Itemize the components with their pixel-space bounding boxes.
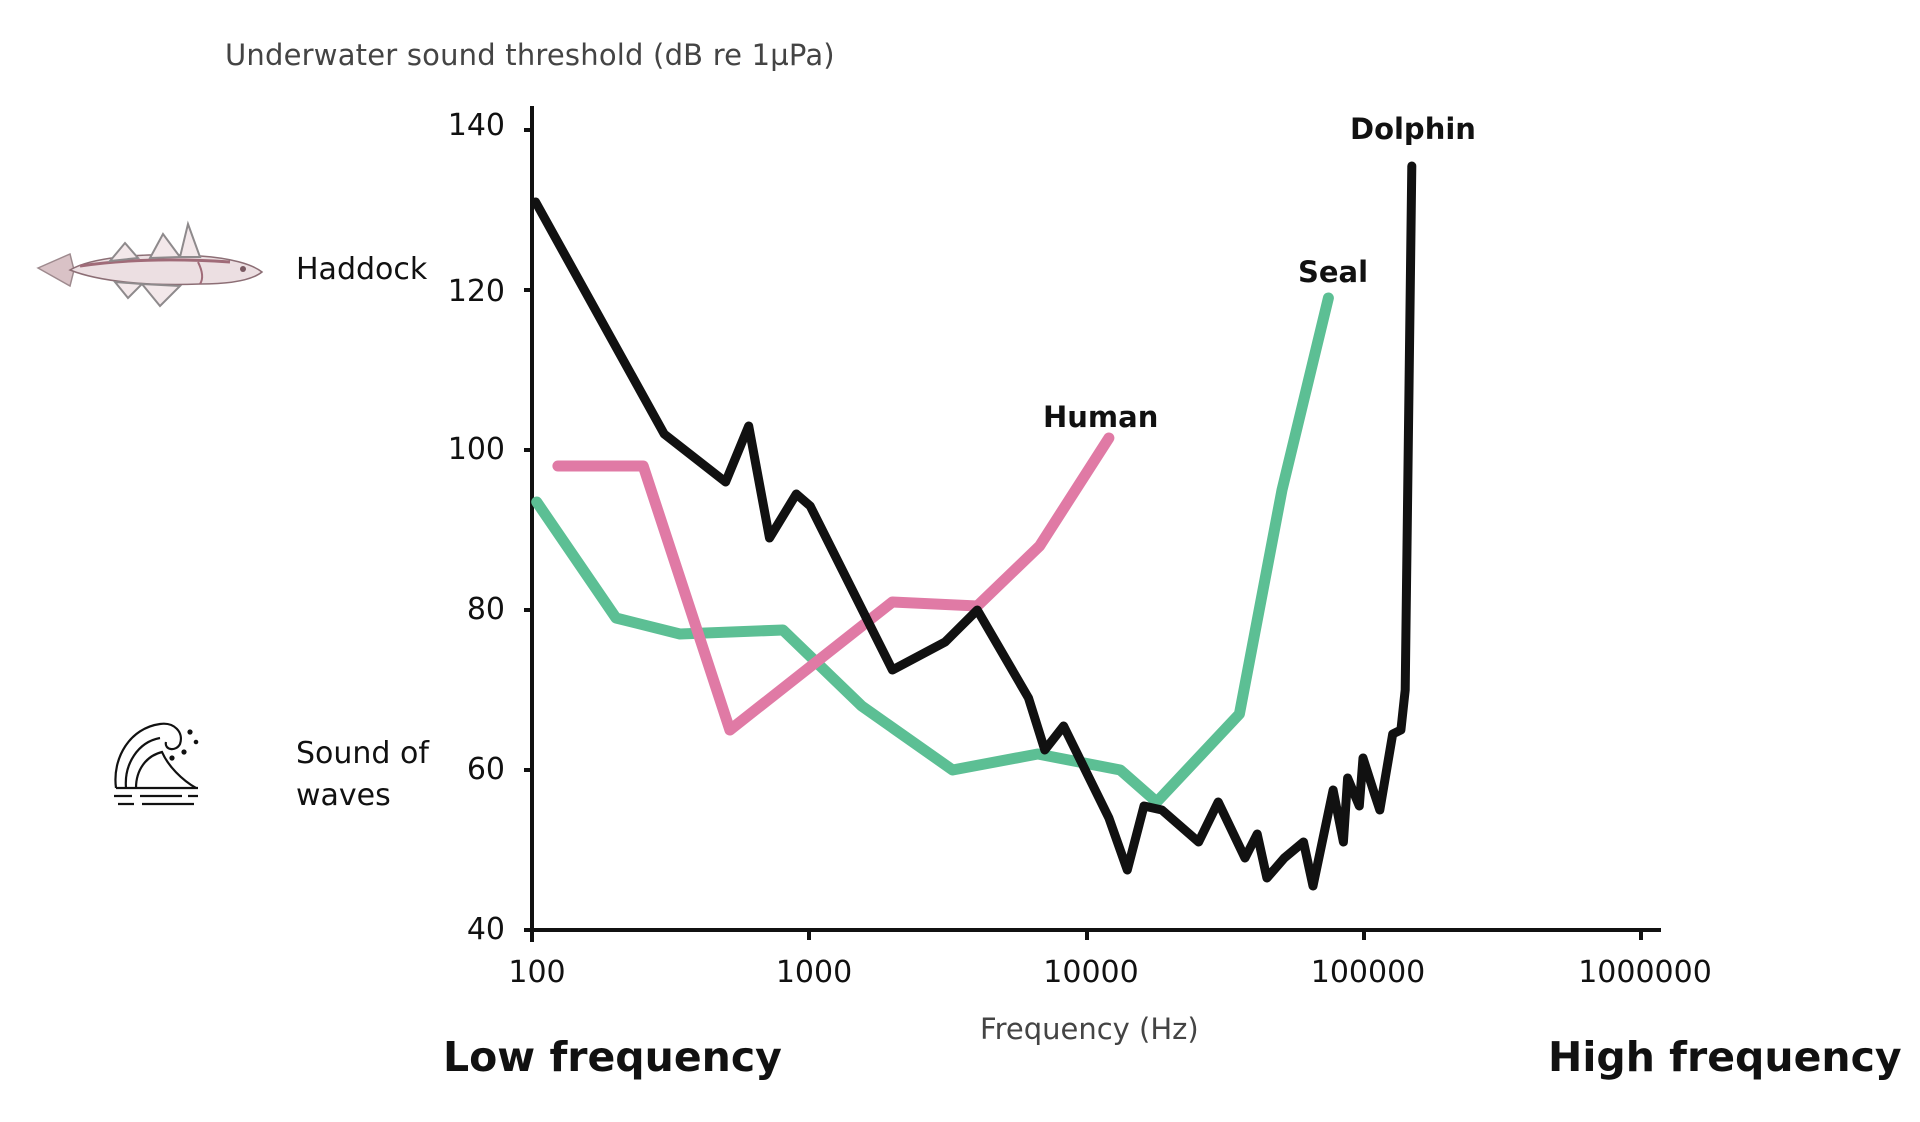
y-tick-140: 140: [447, 108, 505, 143]
y-axis-title: Underwater sound threshold (dB re 1µPa): [225, 38, 835, 72]
high-frequency-label: High frequency: [1548, 1033, 1902, 1081]
x-tick-100000: 100000: [1310, 955, 1426, 990]
x-tick-1000: 1000: [775, 955, 853, 990]
x-tick-1000000: 1000000: [1578, 955, 1712, 990]
x-tick-10000: 10000: [1043, 955, 1139, 990]
dolphin-line: [531, 161, 1417, 891]
seal-label: Seal: [1298, 255, 1369, 289]
y-axis: [524, 106, 534, 942]
human-line: [552, 432, 1115, 736]
haddock-label: Haddock: [296, 252, 428, 287]
dolphin-label: Dolphin: [1350, 112, 1476, 146]
low-frequency-label: Low frequency: [443, 1033, 782, 1081]
x-axis-title: Frequency (Hz): [980, 1012, 1199, 1046]
y-tick-120: 120: [447, 274, 505, 309]
human-label: Human: [1043, 400, 1159, 434]
y-tick-80: 80: [466, 592, 505, 627]
waves-label-line1: Sound of: [296, 736, 429, 771]
x-tick-100: 100: [508, 955, 566, 990]
y-tick-60: 60: [466, 752, 505, 787]
y-tick-40: 40: [466, 912, 505, 947]
seal-line: [531, 292, 1334, 808]
x-axis: [524, 928, 1661, 940]
y-tick-100: 100: [447, 432, 505, 467]
waves-label-line2: waves: [296, 778, 391, 813]
